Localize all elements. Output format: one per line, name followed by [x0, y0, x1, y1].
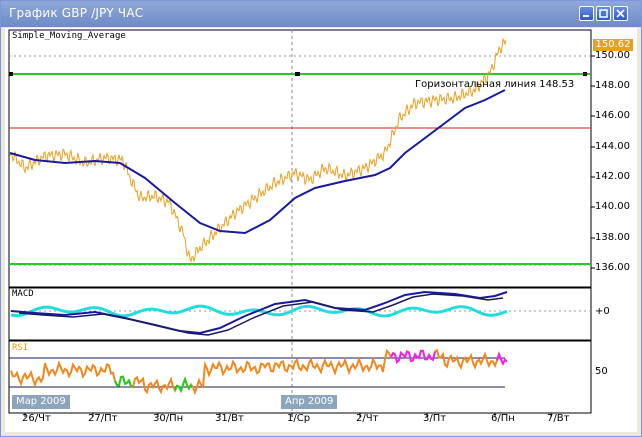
time-tick-label: 30/Пн: [153, 413, 184, 424]
price-tick-label: 136.00: [595, 262, 630, 273]
price-tick-label: 142.00: [595, 171, 630, 182]
time-tick-label: 1/Ср: [287, 413, 311, 424]
rsi-overbought-segment: [496, 351, 508, 366]
hline-handle-left[interactable]: [9, 72, 13, 76]
time-tick-label: 31/Вт: [215, 413, 244, 424]
price-tick-label: 148.00: [595, 80, 630, 91]
rsi-oversold-segment: [114, 375, 134, 389]
price-axis-ticks: [591, 55, 595, 269]
minimize-icon: [583, 15, 589, 17]
rsi-level-label: 50: [595, 366, 608, 377]
month-badge-march: Мар 2009: [12, 395, 70, 409]
window-titlebar[interactable]: График GBP /JPY ЧАС: [1, 1, 641, 27]
macd-level-label: +0: [595, 306, 610, 317]
time-tick-label: 27/Пт: [88, 413, 118, 424]
price-tick-label: 150.00: [595, 50, 630, 61]
main-panel-frame: [8, 29, 592, 288]
time-tick-label: 7/Вт: [547, 413, 570, 424]
time-axis-ticks: [24, 413, 552, 417]
chart-canvas[interactable]: [5, 28, 637, 432]
close-button[interactable]: [613, 6, 628, 21]
rsi-overbought-segment: [390, 349, 436, 364]
chart-area[interactable]: Simple_Moving_Average 150.62 150.00 148.…: [5, 28, 637, 432]
hline-handle-right[interactable]: [583, 72, 587, 76]
minimize-button[interactable]: [579, 6, 594, 21]
price-tick-label: 144.00: [595, 141, 630, 152]
rsi-label: RSI: [12, 343, 29, 353]
price-tick-label: 140.00: [595, 201, 630, 212]
price-series-line: [9, 37, 507, 263]
indicator-label: Simple_Moving_Average: [12, 31, 126, 41]
month-badge-april: Апр 2009: [281, 395, 338, 409]
price-tick-label: 138.00: [595, 232, 630, 243]
macd-label: MACD: [12, 289, 34, 299]
time-tick-label: 6/Пн: [491, 413, 515, 424]
time-tick-label: 3/Пт: [423, 413, 447, 424]
time-tick-label: 26/Чт: [22, 413, 51, 424]
maximize-button[interactable]: [596, 6, 611, 21]
rsi-panel-frame: [8, 340, 592, 414]
maximize-icon: [599, 9, 608, 18]
current-price-badge: 150.62: [593, 39, 633, 51]
rsi-oversold-segment: [174, 376, 192, 394]
hline-annotation: Горизонтальная линия 148.53: [415, 79, 575, 90]
time-tick-label: 2/Чт: [356, 413, 379, 424]
window-title: График GBP /JPY ЧАС: [9, 6, 144, 20]
sma-series-line: [9, 89, 506, 235]
macd-signal-line: [18, 293, 504, 336]
close-icon: [616, 9, 625, 18]
price-tick-label: 146.00: [595, 110, 630, 121]
hline-handle-middle[interactable]: [295, 72, 300, 76]
